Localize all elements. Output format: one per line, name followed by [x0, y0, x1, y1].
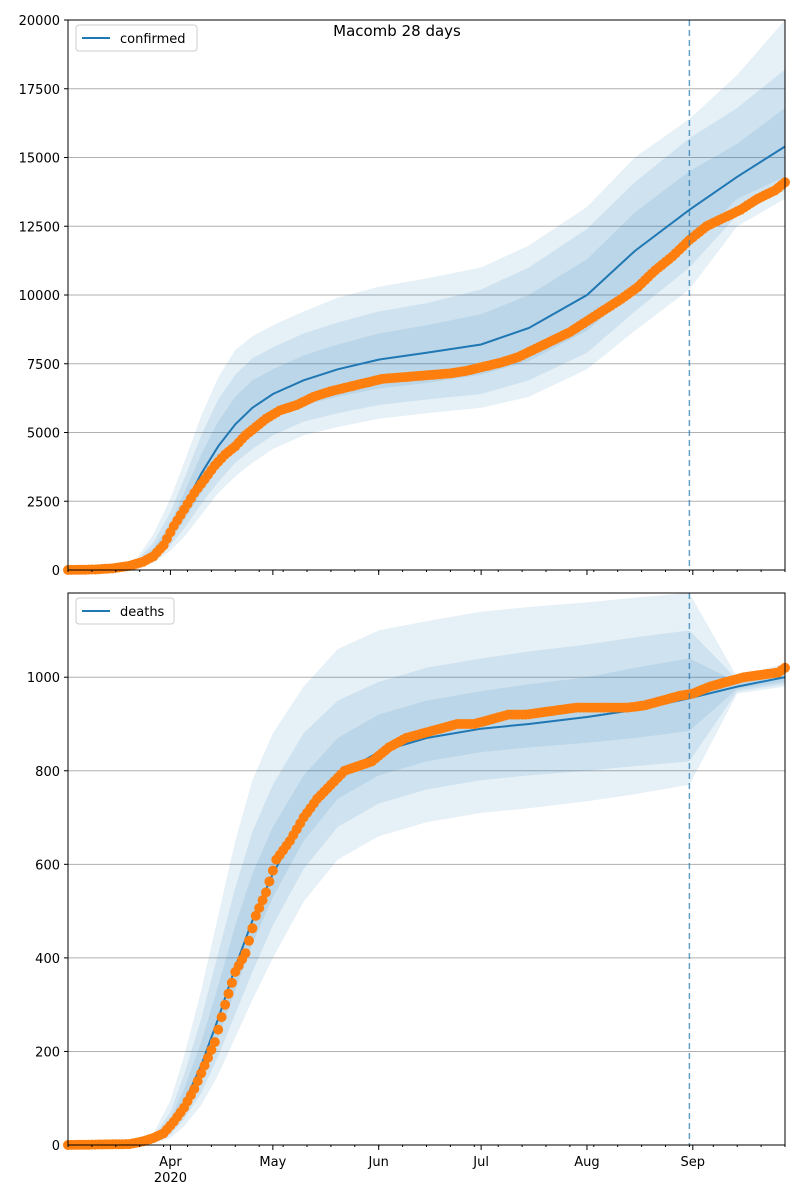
uncertainty-band	[68, 593, 785, 1145]
uncertainty-band	[68, 658, 785, 1145]
y-tick-label: 15000	[19, 152, 60, 167]
observed-point	[199, 1060, 210, 1071]
observed-point	[250, 910, 261, 921]
x-tick-label: Sep	[681, 1155, 706, 1170]
observed-point	[189, 1083, 200, 1094]
uncertainty-band	[68, 630, 785, 1145]
y-tick-label: 12500	[19, 220, 60, 235]
y-tick-label: 400	[35, 952, 60, 967]
x-tick-label: Jul	[472, 1155, 489, 1170]
observed-point	[220, 999, 231, 1010]
legend-label: deaths	[120, 605, 165, 620]
observed-point	[267, 865, 278, 876]
y-tick-label: 17500	[19, 83, 60, 98]
observed-point	[196, 1068, 207, 1079]
observed-point	[257, 895, 268, 906]
y-tick-label: 600	[35, 858, 60, 873]
y-tick-label: 1000	[27, 671, 60, 686]
observed-point	[261, 887, 271, 898]
y-tick-label: 7500	[27, 358, 60, 373]
y-tick-label: 5000	[27, 427, 60, 442]
figure-title: Macomb 28 days	[333, 22, 461, 40]
observed-point	[226, 977, 237, 988]
observed-point	[240, 948, 251, 959]
uncertainty-band	[68, 69, 785, 570]
y-tick-label: 2500	[27, 495, 60, 510]
observed-point	[244, 935, 254, 946]
observed-point	[216, 1012, 227, 1023]
y-tick-label: 0	[52, 564, 60, 579]
y-tick-label: 0	[52, 1139, 60, 1154]
uncertainty-band	[68, 108, 785, 570]
observed-point	[223, 988, 234, 999]
observed-point	[264, 876, 275, 887]
observed-point	[192, 1076, 203, 1087]
observed-point	[213, 1024, 224, 1035]
observed-point	[206, 1044, 217, 1055]
y-tick-label: 800	[35, 765, 60, 780]
y-tick-label: 20000	[19, 14, 60, 29]
legend-box	[75, 597, 175, 625]
observed-point	[247, 923, 258, 934]
y-tick-label: 200	[35, 1045, 60, 1060]
x-tick-label: Apr	[159, 1155, 182, 1170]
y-tick-label: 10000	[19, 289, 60, 304]
observed-point	[209, 1037, 220, 1048]
observed-point	[203, 1052, 213, 1063]
observed-point	[254, 903, 265, 913]
x-tick-label: Jun	[368, 1155, 389, 1170]
x-year-label: 2020	[154, 1171, 187, 1186]
legend-label: confirmed	[120, 32, 186, 47]
confirmed-panel: 0 2500 5000 7500 10000 12500 15000 17500 20000 co…	[19, 14, 790, 579]
legend-box	[75, 24, 198, 52]
x-tick-label: Aug	[574, 1155, 599, 1170]
x-tick-label: May	[259, 1155, 286, 1170]
